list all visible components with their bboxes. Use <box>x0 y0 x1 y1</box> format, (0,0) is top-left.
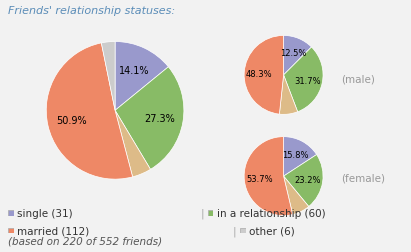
Text: single (31): single (31) <box>17 208 73 218</box>
Wedge shape <box>284 137 316 176</box>
Wedge shape <box>284 176 309 215</box>
Wedge shape <box>244 36 284 115</box>
Text: other (6): other (6) <box>249 226 295 236</box>
Text: 15.8%: 15.8% <box>282 150 309 160</box>
Wedge shape <box>46 44 133 179</box>
Wedge shape <box>102 42 115 111</box>
Text: 48.3%: 48.3% <box>246 70 272 79</box>
Text: 12.5%: 12.5% <box>280 49 306 57</box>
Wedge shape <box>284 36 312 76</box>
Text: 50.9%: 50.9% <box>56 116 87 126</box>
Wedge shape <box>115 42 169 111</box>
Text: Friends' relationship statuses:: Friends' relationship statuses: <box>8 6 175 16</box>
Text: 53.7%: 53.7% <box>246 175 272 184</box>
Text: 23.2%: 23.2% <box>295 176 321 184</box>
Wedge shape <box>284 48 323 112</box>
Text: married (112): married (112) <box>17 226 89 236</box>
Text: |: | <box>201 208 204 218</box>
Text: 14.1%: 14.1% <box>119 66 150 76</box>
Text: |: | <box>233 225 236 236</box>
Wedge shape <box>115 111 150 177</box>
Text: 31.7%: 31.7% <box>294 76 321 85</box>
Text: (male): (male) <box>341 74 375 84</box>
Wedge shape <box>279 76 298 115</box>
Wedge shape <box>284 155 323 207</box>
Wedge shape <box>244 137 293 216</box>
Wedge shape <box>115 68 184 170</box>
Text: in a relationship (60): in a relationship (60) <box>217 208 326 218</box>
Text: (female): (female) <box>341 173 385 183</box>
Text: (based on 220 of 552 friends): (based on 220 of 552 friends) <box>8 236 162 246</box>
Text: 27.3%: 27.3% <box>144 114 175 123</box>
